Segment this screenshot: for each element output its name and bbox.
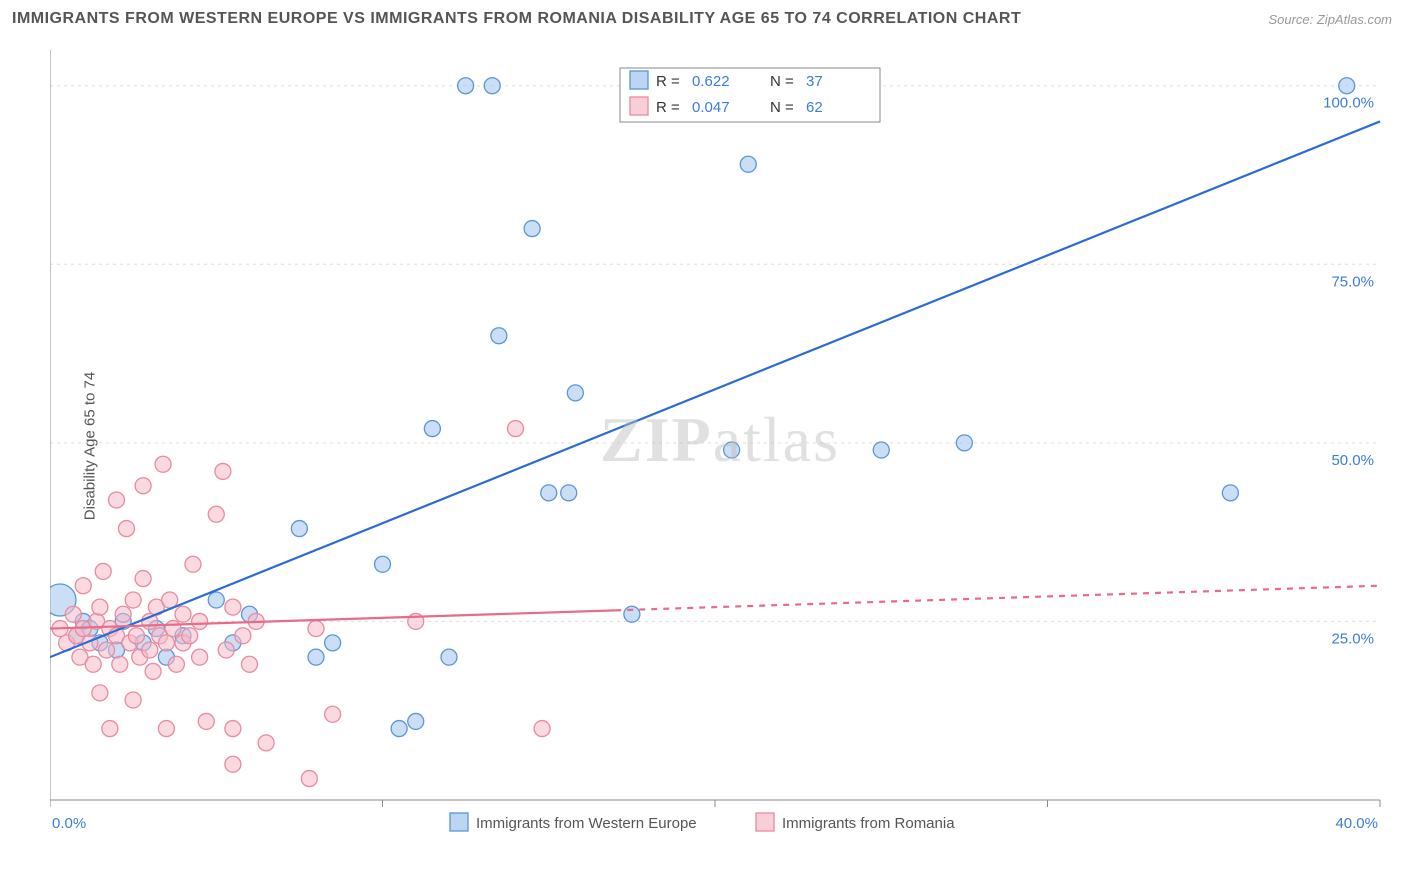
data-point [145, 663, 161, 679]
legend-n-label: N = [770, 99, 794, 116]
data-point [142, 642, 158, 658]
legend-series-label: Immigrants from Romania [782, 815, 955, 832]
data-point [192, 613, 208, 629]
y-tick-label: 25.0% [1331, 630, 1374, 647]
trend-line [50, 121, 1380, 657]
legend-n-value: 62 [806, 99, 823, 116]
y-tick-label: 100.0% [1323, 95, 1374, 112]
data-point [92, 685, 108, 701]
data-point [95, 563, 111, 579]
data-point [112, 656, 128, 672]
data-point [740, 156, 756, 172]
data-point [308, 621, 324, 637]
data-point [85, 656, 101, 672]
data-point [308, 649, 324, 665]
legend-series-label: Immigrants from Western Europe [476, 815, 697, 832]
data-point [956, 435, 972, 451]
data-point [158, 635, 174, 651]
data-point [1339, 78, 1355, 94]
y-tick-label: 75.0% [1331, 273, 1374, 290]
data-point [225, 599, 241, 615]
data-point [291, 521, 307, 537]
legend-r-value: 0.622 [692, 73, 730, 90]
data-point [391, 721, 407, 737]
plot-area: ZIPatlas 25.0%50.0%75.0%100.0%0.0%40.0%R… [50, 40, 1390, 840]
data-point [182, 628, 198, 644]
trend-line-dashed [615, 586, 1380, 611]
data-point [125, 592, 141, 608]
data-point [408, 713, 424, 729]
data-point [165, 621, 181, 637]
data-point [109, 492, 125, 508]
data-point [458, 78, 474, 94]
data-point [325, 706, 341, 722]
data-point [175, 606, 191, 622]
data-point [375, 556, 391, 572]
legend-swatch [630, 97, 648, 115]
data-point [125, 692, 141, 708]
data-point [534, 721, 550, 737]
y-tick-label: 50.0% [1331, 452, 1374, 469]
chart-container: IMMIGRANTS FROM WESTERN EUROPE VS IMMIGR… [0, 0, 1406, 892]
data-point [541, 485, 557, 501]
x-tick-label: 0.0% [52, 815, 86, 832]
data-point [491, 328, 507, 344]
data-point [301, 771, 317, 787]
data-point [208, 592, 224, 608]
data-point [258, 735, 274, 751]
data-point [235, 628, 251, 644]
legend-swatch [756, 813, 774, 831]
source-attribution: Source: ZipAtlas.com [1268, 12, 1392, 27]
data-point [198, 713, 214, 729]
data-point [424, 421, 440, 437]
data-point [208, 506, 224, 522]
data-point [158, 721, 174, 737]
data-point [441, 649, 457, 665]
data-point [225, 756, 241, 772]
data-point [155, 456, 171, 472]
legend-r-label: R = [656, 99, 680, 116]
data-point [65, 606, 81, 622]
data-point [215, 463, 231, 479]
data-point [624, 606, 640, 622]
data-point [225, 721, 241, 737]
data-point [102, 721, 118, 737]
legend-swatch [450, 813, 468, 831]
data-point [242, 656, 258, 672]
data-point [484, 78, 500, 94]
trend-line [50, 610, 615, 628]
data-point [168, 656, 184, 672]
data-point [724, 442, 740, 458]
legend-r-label: R = [656, 73, 680, 90]
legend-n-label: N = [770, 73, 794, 90]
legend-r-value: 0.047 [692, 99, 730, 116]
data-point [128, 628, 144, 644]
legend-n-value: 37 [806, 73, 823, 90]
data-point [873, 442, 889, 458]
data-point [561, 485, 577, 501]
data-point [1222, 485, 1238, 501]
data-point [567, 385, 583, 401]
data-point [118, 521, 134, 537]
data-point [185, 556, 201, 572]
data-point [135, 478, 151, 494]
chart-title: IMMIGRANTS FROM WESTERN EUROPE VS IMMIGR… [12, 10, 1021, 28]
legend-swatch [630, 71, 648, 89]
data-point [99, 642, 115, 658]
chart-svg: 25.0% 50.0% 75.0% 100.0% 0.0% 40.0% R = 0.622 N … [50, 40, 1390, 840]
data-point [135, 571, 151, 587]
data-point [115, 606, 131, 622]
data-point [508, 421, 524, 437]
data-point [218, 642, 234, 658]
data-point [325, 635, 341, 651]
data-point [524, 221, 540, 237]
data-point [75, 578, 91, 594]
data-point [192, 649, 208, 665]
legend-top: R = 0.622 N = 37 R = 0.047 N = 62 [620, 68, 880, 122]
x-tick-label: 40.0% [1335, 815, 1378, 832]
data-point [92, 599, 108, 615]
